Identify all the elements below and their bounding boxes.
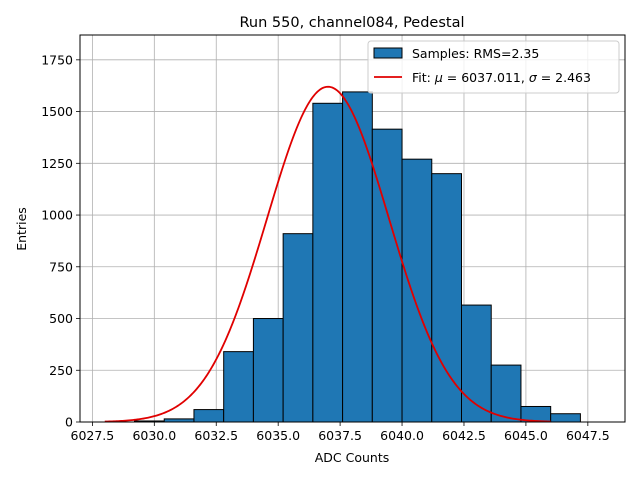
x-tick-label: 6042.5 (442, 428, 486, 443)
y-tick-label: 1250 (41, 156, 73, 171)
x-tick-label: 6032.5 (194, 428, 238, 443)
legend-histogram-swatch (373, 47, 403, 59)
x-tick-label: 6035.0 (256, 428, 300, 443)
y-tick-label: 750 (49, 259, 73, 274)
legend-fit-prefix: Fit: (412, 70, 435, 85)
histogram-bar (223, 351, 254, 423)
y-tick-label: 0 (65, 415, 73, 430)
legend-fit-mu-value: = 6037.011, (443, 70, 529, 85)
histogram-bar (252, 318, 284, 423)
legend-fit-sigma-symbol: σ (529, 70, 538, 85)
fit-layer (104, 85, 551, 423)
ticks-layer: 6027.5 6030.0 6032.5 6035.0 6037.5 6040.0 6042… (41, 52, 610, 443)
legend-fit-sigma-value: = 2.463 (537, 70, 591, 85)
y-tick-label: 1500 (41, 104, 73, 119)
plot-frame (79, 34, 626, 423)
y-tick-label: 250 (49, 363, 73, 378)
bars-layer (134, 91, 581, 423)
x-tick-label: 6037.5 (318, 428, 362, 443)
legend-fit-label: Fit: μ = 6037.011, σ = 2.463 (412, 70, 591, 85)
y-tick-label: 1750 (41, 52, 73, 67)
legend-fit-mu-symbol: μ (434, 70, 443, 85)
fit-curve (104, 85, 551, 423)
x-tick-label: 6047.5 (566, 428, 610, 443)
chart-title: Run 550, channel084, Pedestal (239, 15, 464, 31)
x-tick-label: 6030.0 (132, 428, 176, 443)
histogram-bar (282, 233, 314, 423)
legend: Samples: RMS=2.35 Fit: μ = 6037.011, σ =… (367, 40, 620, 94)
histogram-bar (371, 128, 403, 423)
legend-histogram-label: Samples: RMS=2.35 (412, 46, 539, 61)
histogram-bar (193, 409, 225, 423)
y-tick-label: 1000 (41, 208, 73, 223)
x-tick-label: 6040.0 (380, 428, 424, 443)
histogram-bar (342, 91, 373, 423)
histogram-bar (550, 413, 581, 423)
x-axis-label: ADC Counts (315, 450, 390, 465)
legend-box (367, 40, 620, 94)
x-tick-label: 6045.0 (504, 428, 548, 443)
y-tick-label: 500 (49, 311, 73, 326)
x-tick-label: 6027.5 (71, 428, 115, 443)
histogram-bar (490, 364, 522, 423)
y-axis-label: Entries (14, 207, 29, 251)
histogram-bar (401, 158, 433, 423)
histogram-bar (312, 102, 344, 423)
